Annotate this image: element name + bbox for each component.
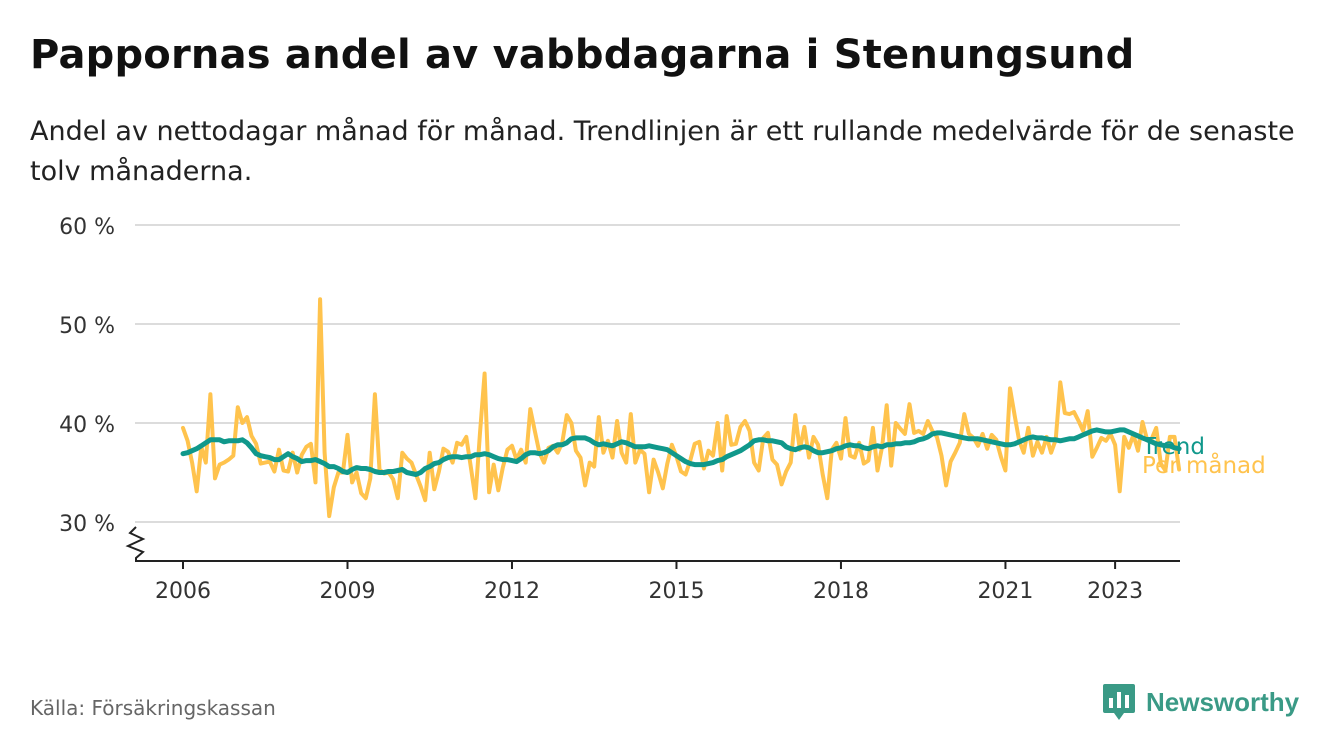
series-group xyxy=(180,297,1182,519)
series-line-trend xyxy=(180,427,1182,477)
x-axis: 2006 2009 2012 2015 2018 2021 2023 xyxy=(135,560,1180,604)
chart-subtitle: Andel av nettodagar månad för månad. Tre… xyxy=(30,116,1295,187)
newsworthy-logo: Newsworthy xyxy=(1102,683,1299,721)
series-line-per-manad xyxy=(181,297,1182,519)
y-tick-label: 50 % xyxy=(59,314,115,339)
x-tick-label: 2023 xyxy=(1087,579,1143,604)
x-tick-label: 2015 xyxy=(648,579,704,604)
y-tick-label: 30 % xyxy=(59,512,115,537)
source-note: Källa: Försäkringskassan xyxy=(30,696,276,720)
x-tick-label: 2021 xyxy=(977,579,1033,604)
chart-title: Pappornas andel av vabbdagarna i Stenung… xyxy=(30,32,1135,78)
y-axis: 30 % 40 % 50 % 60 % xyxy=(59,215,146,561)
line-chart: 30 % 40 % 50 % 60 % 2006 2009 2012 2015 2018 202… xyxy=(59,215,1266,604)
x-tick-label: 2009 xyxy=(319,579,375,604)
series-label-trend: Trend xyxy=(1141,434,1205,460)
axis-break-icon xyxy=(125,526,146,561)
brand-name: Newsworthy xyxy=(1146,686,1300,717)
x-tick-label: 2006 xyxy=(155,579,211,604)
bar-chart-bubble-icon xyxy=(1103,684,1135,720)
series-label-per-manad: Per månad xyxy=(1142,451,1266,479)
x-tick-label: 2012 xyxy=(484,579,540,604)
grid-lines xyxy=(135,224,1180,523)
y-tick-label: 40 % xyxy=(59,413,115,438)
x-tick-label: 2018 xyxy=(813,579,869,604)
y-tick-label: 60 % xyxy=(59,215,115,240)
